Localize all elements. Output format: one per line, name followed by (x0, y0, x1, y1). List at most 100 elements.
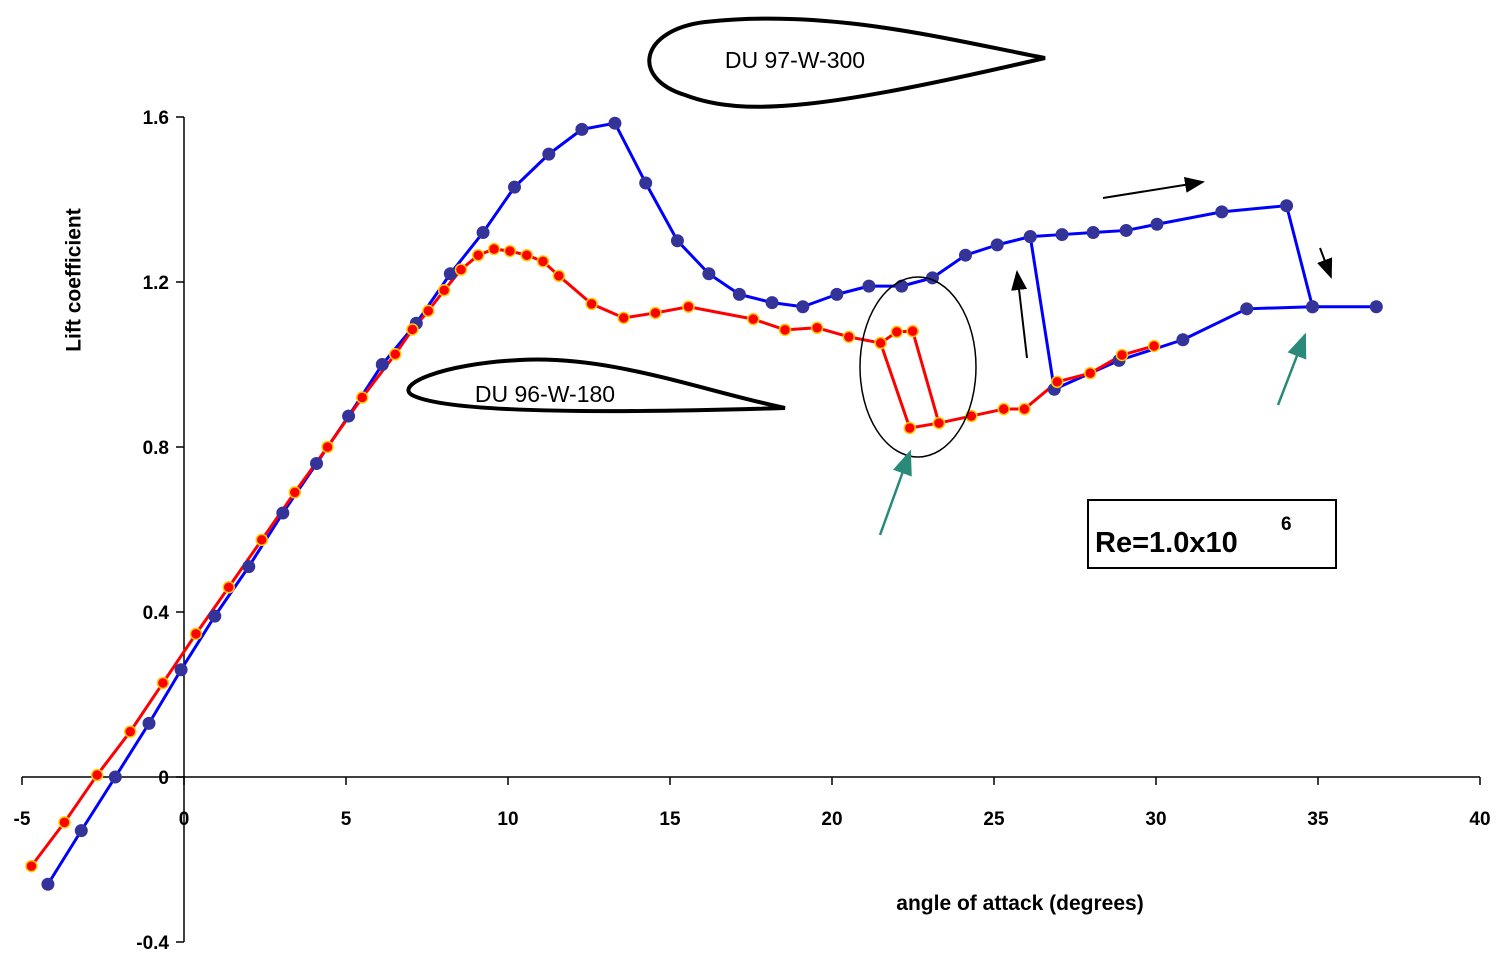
y-tick-label: -0.4 (136, 933, 169, 954)
data-point (443, 267, 457, 281)
airfoil-label: DU 96-W-180 (475, 381, 615, 407)
x-tick-label: 15 (659, 809, 681, 830)
data-point (862, 279, 876, 293)
arrow (1011, 270, 1028, 359)
data-point (476, 226, 490, 239)
data-point (189, 627, 203, 641)
data-point (58, 816, 71, 829)
x-tick-label: 35 (1307, 809, 1329, 830)
data-point (437, 284, 451, 297)
y-tick-label: 0.4 (143, 603, 170, 624)
data-point (732, 287, 746, 301)
data-point (639, 176, 653, 190)
data-point (255, 533, 269, 547)
data-point (682, 300, 695, 313)
data-point (503, 244, 517, 258)
data-point (1150, 217, 1164, 231)
x-tick-label: 0 (179, 809, 190, 830)
markers (25, 116, 1383, 891)
x-axis-title: angle of attack (degrees) (896, 892, 1143, 915)
data-point (932, 416, 946, 430)
data-point (1119, 223, 1133, 237)
data-point (1055, 228, 1069, 242)
x-tick-label: 25 (983, 809, 1005, 830)
data-point (1215, 205, 1229, 219)
data-point (874, 336, 887, 350)
data-point (454, 263, 468, 276)
data-point (222, 581, 235, 594)
data-point (406, 323, 419, 336)
data-point (1018, 402, 1031, 416)
data-point (1280, 199, 1294, 213)
data-point (1240, 302, 1254, 316)
data-point (542, 147, 556, 161)
y-tick-label: 1.6 (143, 108, 169, 129)
data-point (41, 877, 55, 891)
axes: -5 0 5 10 15 20 25 30 35 40 -0.4 0 0.4 0.8 1.2 1.6 (14, 108, 1491, 954)
annotation: Re=1.0x10 (1095, 527, 1238, 559)
data-point (25, 859, 38, 873)
data-point (702, 267, 716, 281)
x-tick-label: 40 (1469, 809, 1490, 830)
data-point (375, 358, 389, 371)
arrow (878, 449, 912, 536)
data-point (142, 716, 156, 730)
x-tick-label: -5 (14, 809, 31, 830)
arrow (1317, 247, 1333, 279)
data-point (958, 248, 972, 262)
y-tick-label: 0 (158, 768, 169, 789)
data-point (1083, 366, 1097, 380)
data-point (830, 287, 844, 301)
y-axis-title: Lift coefficient (63, 208, 86, 352)
airfoil-label: DU 97-W-300 (725, 47, 865, 73)
data-point (507, 180, 521, 194)
data-point (1176, 333, 1190, 347)
data-point (321, 440, 334, 454)
data-point (90, 768, 104, 782)
data-point (747, 312, 760, 326)
x-tick-label: 30 (1145, 809, 1166, 830)
x-tick-label: 20 (821, 809, 842, 830)
data-point (895, 279, 909, 293)
data-point (208, 609, 222, 623)
data-point (520, 248, 534, 262)
data-point (310, 457, 324, 470)
data-point (997, 402, 1010, 416)
highlight-ellipse (859, 276, 977, 458)
data-point (575, 122, 589, 136)
data-point (1086, 226, 1100, 239)
data-point (342, 409, 356, 423)
data-point (608, 116, 622, 130)
data-point (903, 421, 917, 435)
data-point (288, 486, 302, 499)
data-point (487, 242, 501, 256)
data-point (649, 306, 662, 320)
data-point (1050, 375, 1064, 389)
arrow (1276, 332, 1307, 406)
data-point (1023, 230, 1037, 244)
annotation-box (1087, 499, 1337, 569)
data-point (670, 234, 684, 248)
data-point (810, 321, 824, 335)
data-point (74, 824, 88, 838)
data-point (796, 300, 810, 314)
data-point (842, 330, 856, 344)
data-point (242, 560, 256, 574)
data-point (1147, 339, 1161, 353)
data-point (276, 506, 290, 520)
x-tick-label: 5 (341, 809, 352, 830)
data-point (123, 725, 137, 738)
data-point (174, 663, 188, 677)
series-line (30, 247, 1155, 868)
data-point (1369, 300, 1383, 314)
data-point (990, 238, 1004, 252)
data-point (355, 391, 369, 404)
annotation-superscript: 6 (1281, 514, 1292, 535)
data-point (536, 255, 550, 268)
data-point (778, 323, 792, 337)
airfoil-shape (406, 357, 786, 414)
data-point (422, 304, 435, 318)
data-point (552, 269, 566, 283)
airfoil-shape (647, 16, 1046, 109)
